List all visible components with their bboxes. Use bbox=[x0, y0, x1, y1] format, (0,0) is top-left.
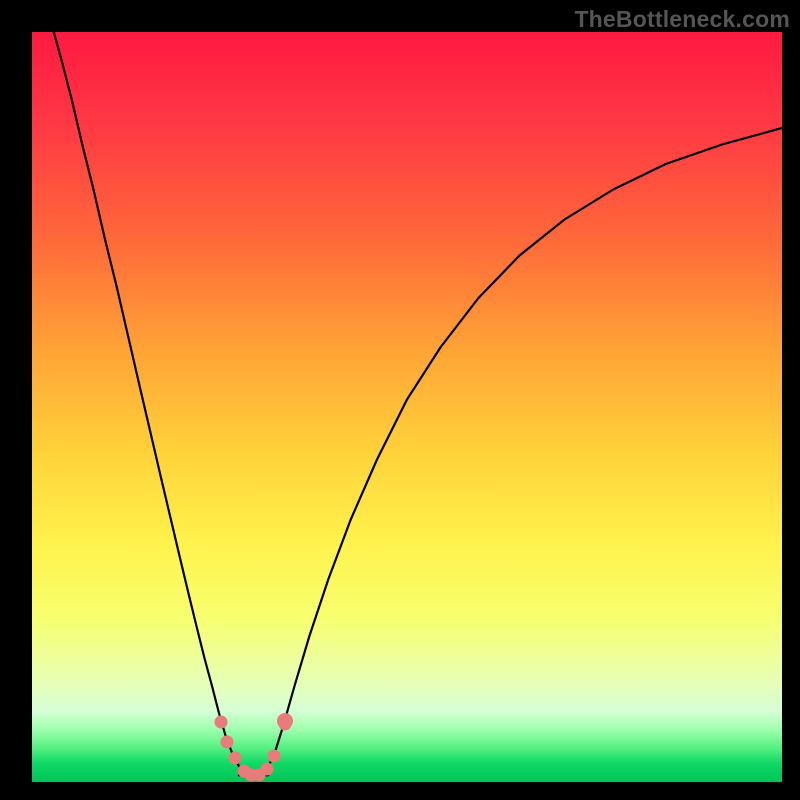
data-marker bbox=[267, 749, 280, 762]
data-marker bbox=[215, 716, 228, 729]
plot-area bbox=[32, 32, 782, 782]
data-marker bbox=[260, 762, 273, 775]
watermark-text: TheBottleneck.com bbox=[574, 6, 790, 33]
data-marker bbox=[221, 735, 234, 748]
data-marker bbox=[228, 752, 241, 765]
data-marker bbox=[277, 713, 293, 729]
curves-svg bbox=[32, 32, 782, 782]
